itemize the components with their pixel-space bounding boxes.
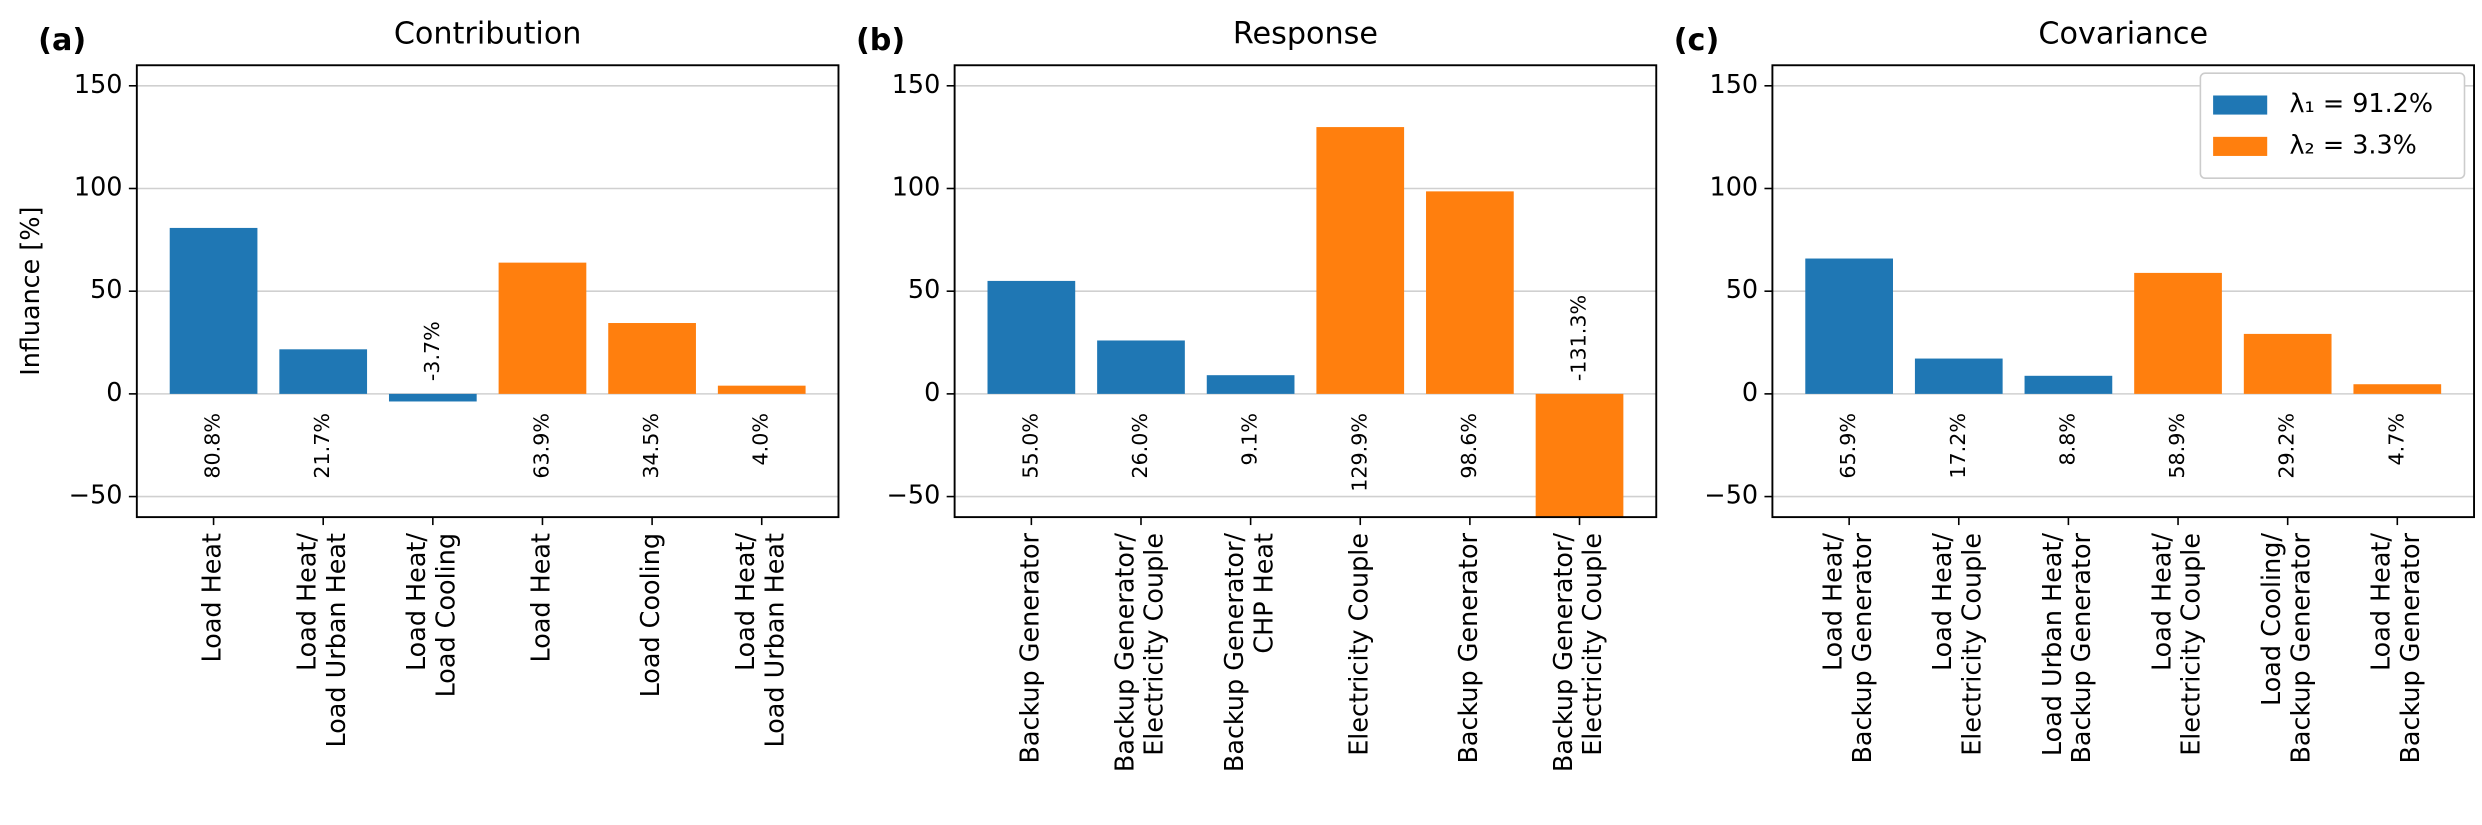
x-tick-label: Electricity Couple: [1344, 533, 1374, 756]
y-tick-label: 0: [924, 378, 940, 408]
x-tick-label: Load Heat/Electricity Couple: [1928, 533, 1987, 756]
panel-label: (b): [856, 23, 905, 58]
x-tick-label: Load Heat/Backup Generator: [1819, 532, 1878, 763]
value-label: -3.7%: [420, 321, 444, 381]
value-label: 65.9%: [1836, 413, 1860, 479]
value-label: 4.7%: [2384, 413, 2408, 466]
value-label: 9.1%: [1238, 413, 1262, 466]
bar: [717, 385, 806, 394]
panel: (c) Covariance −50 0 50 100 150 65.9% 17.2% 8.8% 5…: [1674, 17, 2475, 764]
bar: [2024, 375, 2113, 394]
bar: [279, 349, 368, 394]
y-tick-label: 50: [1726, 275, 1758, 305]
x-tick-label: Load Heat/Backup Generator: [2367, 532, 2426, 763]
y-tick-label: 50: [908, 275, 940, 305]
bar: [498, 262, 587, 394]
value-label: 34.5%: [639, 413, 663, 479]
panel-label: (a): [38, 23, 86, 58]
y-tick-label: 150: [74, 70, 123, 100]
y-tick-label: 150: [1710, 70, 1759, 100]
panel: (b) Response −50 0 50 100 150 55.0% 26.0% 9.1% 129…: [856, 17, 1658, 773]
bar: [1805, 258, 1893, 394]
chart-title: Covariance: [2038, 17, 2208, 52]
value-label: 4.0%: [749, 413, 773, 466]
axes-frame: [953, 64, 1658, 519]
y-tick-label: 100: [74, 172, 123, 202]
x-tick-label: Backup Generator: [1015, 532, 1045, 763]
bar: [388, 393, 477, 402]
bar: [2134, 272, 2222, 394]
legend-swatch: [2213, 136, 2268, 156]
legend-swatch: [2213, 95, 2268, 115]
y-tick-label: 0: [1742, 378, 1758, 408]
bars: [987, 127, 1624, 518]
bar: [2243, 333, 2332, 394]
x-tick-label: Load Heat/Electricity Couple: [2147, 533, 2206, 756]
x-tick-label: Load Cooling: [636, 533, 666, 697]
y-tick-label: 100: [892, 172, 941, 202]
x-tick-label: Load Urban Heat/Backup Generator: [2038, 532, 2097, 763]
bars: [169, 227, 806, 402]
value-label: 26.0%: [1128, 413, 1152, 479]
panel: (a) Contribution Influance [%] −50 0 50 100 150…: [16, 17, 840, 748]
y-tick-label: −50: [887, 481, 941, 511]
bar: [987, 280, 1076, 394]
value-label: -131.3%: [1567, 295, 1591, 381]
panel-label: (c): [1674, 23, 1720, 58]
value-label: 63.9%: [529, 413, 553, 479]
bar: [608, 323, 696, 394]
value-label: 98.6%: [1457, 413, 1481, 479]
x-tick-label: Load Heat: [526, 533, 556, 662]
bar: [2353, 384, 2442, 394]
value-label: 17.2%: [1946, 413, 1970, 479]
value-label: 55.0%: [1018, 413, 1042, 479]
bar: [169, 227, 258, 394]
axes-frame: [135, 64, 840, 519]
legend-label: λ₁ = 91.2%: [2289, 89, 2433, 119]
x-tick-label: Load Heat: [198, 533, 228, 662]
value-label: 58.9%: [2165, 413, 2189, 479]
bars: [1805, 258, 2442, 394]
bar: [1097, 340, 1185, 394]
bar: [1426, 191, 1514, 394]
bar: [1914, 358, 2003, 394]
value-label: 129.9%: [1347, 413, 1371, 492]
y-tick-label: 50: [90, 275, 122, 305]
x-tick-label: Load Heat/Load Urban Heat: [293, 533, 352, 748]
y-tick-label: 150: [892, 70, 941, 100]
chart-title: Contribution: [394, 17, 582, 52]
y-tick-label: −50: [1704, 481, 1758, 511]
value-label: 8.8%: [2055, 413, 2079, 466]
bar: [1206, 375, 1295, 394]
chart-title: Response: [1233, 17, 1378, 52]
x-tick-label: Backup Generator/Electricity Couple: [1110, 533, 1169, 773]
y-tick-label: −50: [69, 481, 123, 511]
y-tick-label: 0: [106, 378, 122, 408]
legend-label: λ₂ = 3.3%: [2289, 130, 2416, 160]
axes-frame: [1771, 64, 2475, 519]
x-tick-label: Load Cooling/Backup Generator: [2257, 532, 2316, 763]
x-tick-label: Load Heat/Load Urban Heat: [731, 533, 790, 748]
value-label: 29.2%: [2275, 413, 2299, 479]
x-tick-label: Backup Generator/CHP Heat: [1220, 533, 1279, 773]
value-label: 21.7%: [310, 413, 334, 479]
y-axis-label: Influance [%]: [16, 207, 46, 376]
value-label: 80.8%: [201, 413, 225, 479]
x-tick-label: Load Heat/Load Cooling: [402, 533, 461, 698]
x-tick-label: Backup Generator: [1454, 532, 1484, 763]
bar: [1535, 393, 1624, 518]
bar: [1316, 127, 1405, 394]
y-tick-label: 100: [1710, 172, 1759, 202]
x-tick-label: Backup Generator/Electricity Couple: [1549, 533, 1608, 773]
